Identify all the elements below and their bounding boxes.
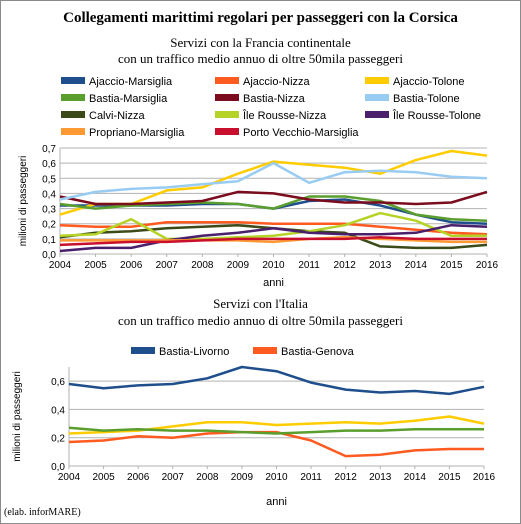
chart2-ytick-label: 0,0: [51, 462, 65, 473]
chart1-legend-swatch: [215, 128, 239, 135]
chart1-xtick-label: 2008: [191, 260, 214, 271]
chart1-xtick-label: 2010: [262, 260, 285, 271]
chart2-xtick-label: 2008: [196, 472, 219, 483]
chart1-ytick-label: 0,4: [42, 189, 56, 200]
chart1-ytick-label: 0,3: [42, 205, 56, 216]
chart2-series-line-unlabeled-ffcc00: [68, 415, 485, 435]
chart1-series-line-porto-vecchio-marsiglia: [59, 236, 487, 247]
chart1-legend-swatch: [61, 77, 85, 84]
chart1-ytick-label: 0,1: [42, 235, 56, 246]
chart1-series-line-bastia-nizza: [59, 190, 488, 206]
chart1-xtick-label: 2013: [369, 260, 392, 271]
chart2-ytick-label: 0,4: [51, 405, 65, 416]
credit-note: (elab. inforMARE): [4, 507, 81, 518]
chart1-y-axis-label: milioni di passeggeri: [18, 156, 29, 247]
chart2-xtick-label: 2007: [162, 472, 185, 483]
chart1-legend-label: Porto Vecchio-Marsiglia: [243, 127, 359, 139]
chart2-legend-swatch: [253, 347, 277, 354]
chart1-legend-label: Bastia-Nizza: [243, 93, 306, 105]
chart1-ytick-label: 0,6: [42, 159, 56, 170]
chart1-series-line-propriano-marsiglia: [60, 236, 487, 244]
chart1-xtick-label: 2012: [334, 260, 357, 271]
chart2-xtick-label: 2004: [58, 472, 81, 483]
chart1-xtick-label: 2004: [49, 260, 72, 271]
chart1-legend-label: Ajaccio-Tolone: [393, 76, 465, 88]
chart1-legend-label: Ajaccio-Nizza: [243, 76, 311, 88]
chart2-xtick-label: 2011: [300, 472, 322, 483]
chart1-series-line-ile-rousse-nizza: [59, 211, 487, 241]
chart1-xtick-label: 2009: [227, 260, 250, 271]
chart1-x-axis-label: anni: [263, 277, 284, 289]
chart1-legend-swatch: [61, 111, 85, 118]
chart1-legend-swatch: [215, 94, 239, 101]
chart2-y-axis-label: milioni di passeggeri: [12, 371, 23, 462]
chart2-xtick-label: 2010: [265, 472, 288, 483]
chart2-xtick-label: 2013: [369, 472, 392, 483]
chart2-xtick-label: 2016: [473, 472, 496, 483]
chart2-ytick-label: 0,2: [51, 434, 65, 445]
chart2-legend-label: Bastia-Genova: [281, 346, 355, 358]
chart1-legend-swatch: [215, 111, 239, 118]
chart1-legend-swatch: [61, 94, 85, 101]
chart1-subtitle-line2: con un traffico medio annuo di oltre 50m…: [118, 51, 403, 66]
chart1-series-line-bastia-marsiglia: [59, 195, 488, 222]
chart1-legend-label: Ajaccio-Marsiglia: [89, 76, 173, 88]
chart2-xtick-label: 2014: [404, 472, 427, 483]
chart2-legend-swatch: [131, 347, 155, 354]
chart1-legend-label: Calvi-Nizza: [89, 110, 146, 122]
chart1-ytick-label: 0,0: [42, 250, 56, 261]
chart2-xtick-label: 2006: [127, 472, 150, 483]
chart2-subtitle-line2: con un traffico medio annuo di oltre 50m…: [118, 313, 403, 328]
main-title: Collegamenti marittimi regolari per pass…: [63, 10, 458, 26]
chart1-ytick-label: 0,2: [42, 220, 56, 231]
chart1-xtick-label: 2015: [440, 260, 463, 271]
chart1-legend-label: Bastia-Tolone: [393, 93, 460, 105]
chart1-xtick-label: 2006: [120, 260, 143, 271]
chart1-xtick-label: 2016: [476, 260, 499, 271]
chart2-legend-label: Bastia-Livorno: [159, 346, 229, 358]
chart1-legend-label: Bastia-Marsiglia: [89, 93, 168, 105]
chart2-xtick-label: 2015: [438, 472, 461, 483]
chart1-subtitle-line1: Servizi con la Francia continentale: [170, 35, 351, 50]
chart1-xtick-label: 2011: [298, 260, 320, 271]
chart1-series-line-ajaccio-nizza: [59, 220, 488, 236]
chart1-legend-swatch: [215, 77, 239, 84]
chart1-xtick-label: 2007: [156, 260, 179, 271]
chart2-xtick-label: 2005: [92, 472, 115, 483]
chart2-xtick-label: 2009: [231, 472, 254, 483]
chart1-legend-swatch: [61, 128, 85, 135]
chart1-xtick-label: 2014: [405, 260, 428, 271]
chart1-legend-label: Propriano-Marsiglia: [89, 127, 185, 139]
chart2-ytick-label: 0,6: [51, 377, 65, 388]
chart1-xtick-label: 2005: [84, 260, 107, 271]
chart1-legend-label: Île Rousse-Nizza: [242, 109, 327, 122]
chart1-legend-swatch: [365, 77, 389, 84]
chart2-xtick-label: 2012: [335, 472, 358, 483]
chart2-x-axis-label: anni: [266, 496, 287, 508]
chart1-legend-swatch: [365, 111, 389, 118]
chart1-legend-label: Île Rousse-Tolone: [392, 109, 481, 122]
chart2-series-line-bastia-genova: [68, 430, 484, 458]
chart2-subtitle-line1: Servizi con l'Italia: [213, 296, 308, 311]
chart1-ytick-label: 0,5: [42, 174, 56, 185]
chart2-series-line-bastia-livorno: [68, 365, 485, 396]
chart1-ytick-label: 0,7: [42, 144, 56, 155]
chart1-series-line-ile-rousse-tolone: [59, 223, 488, 253]
chart1-series-line-bastia-tolone: [59, 161, 488, 201]
chart1-legend-swatch: [365, 94, 389, 101]
chart2-series-line-unlabeled-5a9e2e: [68, 426, 484, 435]
